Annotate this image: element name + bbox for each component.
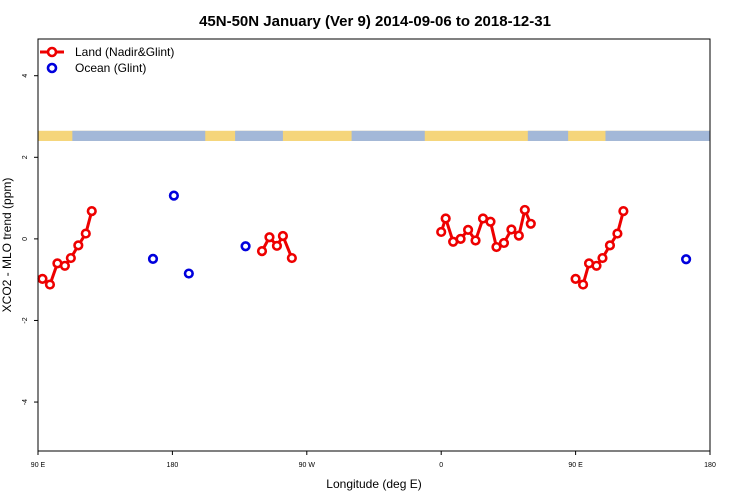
chart-title: 45N-50N January (Ver 9) 2014-09-06 to 20… [199,13,551,30]
plot-frame [37,38,711,452]
x-tick-label: 0 [439,462,443,469]
data-point-0 [80,228,91,239]
y-tick-label: -2 [22,317,29,323]
series-layer [37,190,692,290]
y-tick-label: 2 [22,155,29,159]
x-tick-label: 90 E [568,462,583,469]
y-axis-label: XCO2 - MLO trend (ppm) [0,178,14,313]
data-point-0 [436,226,447,238]
legend: Land (Nadir&Glint) Ocean (Glint) [40,45,174,75]
data-point-0 [591,260,602,271]
series-line-0 [574,210,625,287]
data-point-0 [470,235,481,246]
data-point-0 [59,260,70,271]
data-point-0 [440,213,451,224]
data-point-0 [271,240,283,251]
data-point-0 [264,232,275,243]
data-point-0 [513,230,524,241]
data-point-0 [525,218,536,229]
map-strip-ocean [235,130,283,141]
map-strip-ocean [605,130,710,141]
data-point-1 [240,241,251,252]
data-point-0 [86,206,97,217]
series-line-0 [41,210,94,287]
data-point-0 [498,237,510,249]
data-point-0 [597,252,608,264]
data-point-0 [485,216,496,227]
data-point-0 [618,206,629,217]
data-point-0 [462,224,474,236]
data-point-0 [491,241,502,253]
x-tick-label: 90 E [31,462,46,469]
data-point-0 [286,252,297,264]
map-strip-ocean [527,130,569,141]
legend-marker-ocean [46,62,58,74]
data-point-1 [681,254,692,265]
y-axis: -4 -2 0 2 4 [22,74,38,405]
legend-label-land: Land (Nadir&Glint) [75,45,174,59]
map-strip [38,130,710,141]
data-point-0 [455,233,466,244]
data-point-0 [73,240,84,251]
data-point-1 [183,268,194,279]
y-tick-label: -4 [22,399,29,405]
data-point-1 [147,253,159,264]
legend-marker-land [46,46,58,58]
data-point-0 [277,230,289,242]
data-point-0 [519,204,530,216]
data-point-0 [65,252,76,264]
x-tick-label: 90 W [299,462,316,469]
data-point-0 [604,240,616,251]
y-tick-label: 0 [22,237,29,241]
y-tick-label: 4 [22,74,29,78]
data-point-0 [256,246,268,257]
legend-label-ocean: Ocean (Glint) [75,61,146,75]
data-point-1 [168,190,179,201]
map-strip-ocean [351,130,425,141]
map-strip-ocean [72,130,206,141]
x-tick-label: 180 [704,462,716,469]
data-point-0 [37,273,48,284]
x-axis-label: Longitude (deg E) [326,477,421,491]
data-point-0 [570,273,581,284]
data-point-0 [612,228,623,239]
data-point-0 [577,279,589,290]
x-axis: 90 E 180 90 W 0 90 E 180 [31,451,716,469]
data-point-0 [44,279,56,290]
x-tick-label: 180 [167,462,179,469]
data-point-0 [506,224,517,235]
